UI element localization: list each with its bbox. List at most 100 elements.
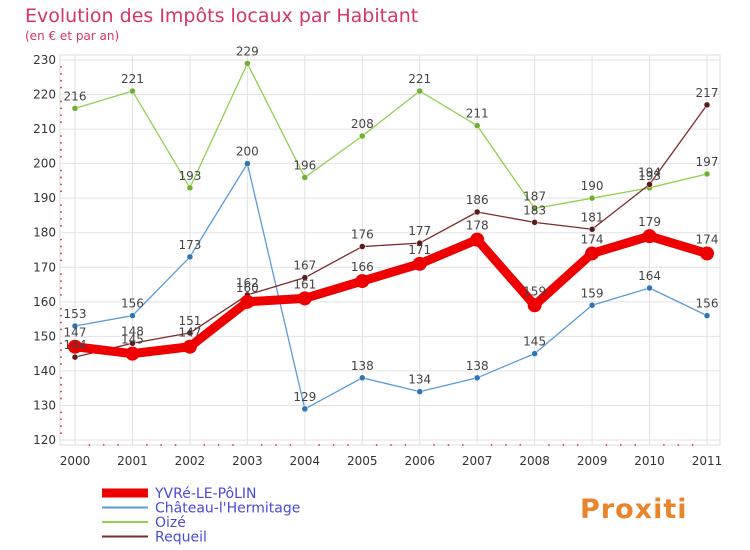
y-tick-label: 170 xyxy=(33,260,56,274)
data-point xyxy=(646,181,653,188)
y-tick-label: 130 xyxy=(33,398,56,412)
axes: 120 130 140 150 160 170 180 190 200 210 220 230 2000… xyxy=(33,53,722,468)
data-label: 129 xyxy=(293,390,316,404)
data-label: 156 xyxy=(696,297,719,311)
y-minor-tick xyxy=(60,148,62,151)
x-minor-tick xyxy=(619,444,622,446)
data-label: 216 xyxy=(64,89,87,103)
data-label: 194 xyxy=(638,165,661,179)
x-minor-tick xyxy=(490,444,493,446)
data-label: 179 xyxy=(638,215,661,229)
y-minor-tick xyxy=(60,135,62,137)
y-minor-tick xyxy=(60,238,62,241)
x-minor-tick xyxy=(260,444,263,446)
y-minor-tick xyxy=(60,218,62,220)
legend-label-1: Château-l'Hermitage xyxy=(155,501,300,517)
y-minor-tick xyxy=(60,190,62,193)
data-point xyxy=(240,294,255,309)
y-tick-label: 190 xyxy=(33,191,56,205)
y-minor-tick xyxy=(60,273,62,276)
data-point xyxy=(646,284,653,292)
data-point xyxy=(301,274,309,281)
x-minor-tick xyxy=(375,444,378,446)
x-minor-tick xyxy=(145,444,148,446)
data-point xyxy=(470,232,485,247)
x-minor-tick xyxy=(160,444,163,446)
data-point xyxy=(473,208,481,216)
data-label: 183 xyxy=(523,203,546,217)
data-point xyxy=(531,205,538,212)
y-tick-label: 160 xyxy=(33,295,56,309)
x-minor-tick xyxy=(174,444,177,446)
y-minor-tick xyxy=(60,79,62,82)
y-minor-tick xyxy=(60,363,62,365)
y-tick-label: 120 xyxy=(33,433,56,447)
data-point xyxy=(244,60,251,67)
data-point xyxy=(68,339,82,354)
data-point xyxy=(186,184,194,192)
x-tick-label: 2004 xyxy=(290,454,321,468)
y-tick-label: 230 xyxy=(33,53,56,67)
y-minor-tick xyxy=(60,328,62,331)
y-minor-tick xyxy=(60,411,62,414)
data-label: 156 xyxy=(121,297,144,311)
data-label: 173 xyxy=(178,238,201,252)
data-label: 217 xyxy=(696,86,719,100)
x-minor-tick xyxy=(275,444,277,446)
x-minor-tick xyxy=(461,444,464,446)
x-minor-tick xyxy=(347,444,349,446)
chart-subtitle: (en € et par an) xyxy=(25,29,119,43)
data-point xyxy=(359,243,366,250)
y-minor-tick xyxy=(60,252,62,255)
y-minor-tick xyxy=(60,142,62,144)
y-minor-tick xyxy=(60,176,62,179)
data-point xyxy=(703,312,711,319)
data-label: 159 xyxy=(523,284,546,298)
data-label: 221 xyxy=(408,72,431,86)
x-minor-tick xyxy=(232,444,234,446)
x-tick-label: 2010 xyxy=(634,454,665,468)
x-minor-tick xyxy=(548,444,550,446)
data-label: 171 xyxy=(408,243,431,257)
x-minor-tick xyxy=(433,444,435,446)
y-minor-tick xyxy=(60,383,62,386)
y-minor-tick xyxy=(60,72,62,75)
x-minor-tick xyxy=(102,444,105,446)
data-label: 167 xyxy=(293,259,316,273)
data-label: 161 xyxy=(293,277,316,291)
y-tick-label: 180 xyxy=(33,226,56,240)
x-minor-tick xyxy=(203,444,206,446)
data-label: 176 xyxy=(351,228,374,242)
data-point xyxy=(125,346,140,361)
y-minor-tick xyxy=(60,204,62,206)
data-label: 145 xyxy=(523,335,546,349)
y-minor-tick xyxy=(60,321,62,324)
data-point xyxy=(703,170,711,178)
data-label: 211 xyxy=(466,107,489,121)
x-minor-tick xyxy=(117,444,119,446)
data-label: 174 xyxy=(696,232,719,246)
y-tick-label: 210 xyxy=(33,122,56,136)
x-tick-label: 2000 xyxy=(60,454,91,468)
data-point xyxy=(71,105,79,112)
y-minor-tick xyxy=(60,376,62,379)
data-label: 162 xyxy=(236,276,259,290)
y-minor-tick xyxy=(60,356,62,358)
x-minor-tick xyxy=(634,444,637,446)
y-minor-tick xyxy=(60,349,62,352)
data-label: 193 xyxy=(638,169,661,183)
proxiti-logo: Proxiti xyxy=(580,494,687,525)
data-point xyxy=(703,101,711,109)
y-minor-tick xyxy=(60,418,62,421)
x-minor-tick xyxy=(562,444,565,446)
data-point xyxy=(244,160,251,167)
x-tick-label: 2002 xyxy=(175,454,206,468)
data-point xyxy=(186,253,194,261)
x-minor-tick xyxy=(505,444,507,446)
data-label: 208 xyxy=(351,117,374,131)
series xyxy=(68,60,714,413)
data-label: 151 xyxy=(178,314,201,328)
data-point xyxy=(355,274,370,289)
y-minor-tick xyxy=(60,425,62,428)
